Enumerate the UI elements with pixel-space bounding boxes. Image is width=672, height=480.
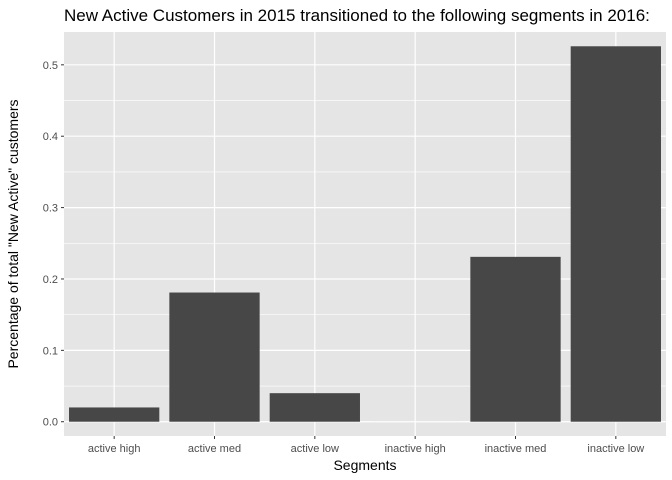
x-tick-label: active high bbox=[88, 443, 141, 455]
x-tick-label: active med bbox=[188, 443, 241, 455]
bar-inactive-med bbox=[470, 256, 561, 422]
plot-panel bbox=[64, 32, 666, 436]
y-tick-label: 0.5 bbox=[43, 60, 58, 72]
x-tick-label: inactive high bbox=[385, 443, 446, 455]
y-tick-label: 0.4 bbox=[43, 131, 58, 143]
x-axis-title: Segments bbox=[333, 457, 396, 473]
y-tick-label: 0.0 bbox=[43, 417, 58, 429]
bar-active-med bbox=[169, 292, 260, 422]
bar-inactive-low bbox=[570, 46, 661, 422]
y-tick-label: 0.1 bbox=[43, 345, 58, 357]
bars bbox=[69, 46, 661, 422]
y-axis: 0.0 0.1 0.2 0.3 0.4 0.5 bbox=[43, 60, 64, 429]
x-axis: active high active med active low inactive … bbox=[88, 436, 644, 455]
y-tick-label: 0.2 bbox=[43, 274, 58, 286]
x-tick-label: inactive med bbox=[485, 443, 547, 455]
x-tick-label: inactive low bbox=[587, 443, 644, 455]
y-axis-title: Percentage of total "New Active" custome… bbox=[5, 99, 21, 368]
y-tick-label: 0.3 bbox=[43, 203, 58, 215]
chart-title: New Active Customers in 2015 transitione… bbox=[64, 6, 650, 25]
bar-active-high bbox=[69, 407, 160, 422]
x-tick-label: active low bbox=[291, 443, 339, 455]
gridlines bbox=[64, 32, 666, 436]
bar-active-low bbox=[269, 393, 360, 422]
